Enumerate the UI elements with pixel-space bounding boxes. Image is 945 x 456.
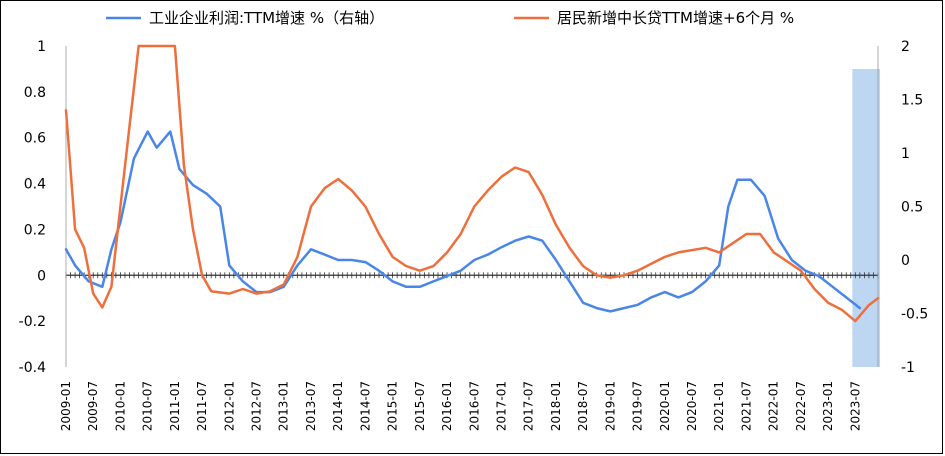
left-tick-label: -0.4 — [19, 360, 46, 376]
x-tick-label: 2013-01 — [277, 381, 291, 431]
left-tick-label: 0 — [37, 268, 46, 284]
right-tick-label: 2 — [901, 39, 910, 55]
x-tick-label: 2021-07 — [739, 381, 753, 431]
x-tick-label: 2022-01 — [767, 381, 781, 431]
x-tick-label: 2015-01 — [386, 381, 400, 431]
x-tick-label: 2017-01 — [494, 381, 508, 431]
left-tick-label: 0.2 — [24, 222, 46, 238]
x-tick-label: 2011-07 — [195, 381, 209, 431]
x-tick-label: 2017-07 — [522, 381, 536, 431]
x-tick-label: 2016-07 — [467, 381, 481, 431]
x-tick-label: 2019-07 — [631, 381, 645, 431]
series-line-2 — [64, 44, 880, 323]
x-tick-label: 2014-01 — [331, 381, 345, 431]
x-tick-label: 2023-07 — [848, 381, 862, 431]
x-tick-label: 2009-07 — [86, 381, 100, 431]
x-tick-label: 2018-01 — [549, 381, 563, 431]
left-axis-ticks: 1 0.8 0.6 0.4 0.2 0 -0.2 -0.4 — [19, 39, 46, 376]
right-tick-label: 0.5 — [901, 200, 923, 216]
x-tick-label: 2012-07 — [250, 381, 264, 431]
x-tick-label: 2011-01 — [168, 381, 182, 431]
series-lines — [64, 44, 880, 323]
x-axis-labels: 2009-01 2009-07 2010-01 2010-07 2011-01 2011-… — [59, 381, 862, 431]
right-tick-label: -1 — [901, 360, 915, 376]
left-tick-label: -0.2 — [19, 314, 46, 330]
right-tick-label: -0.5 — [901, 307, 928, 323]
left-tick-label: 0.6 — [24, 131, 46, 147]
legend-label-series2: 居民新增中长贷TTM增速+6个月 % — [557, 9, 794, 27]
x-tick-label: 2013-07 — [304, 381, 318, 431]
x-tick-label: 2010-01 — [113, 381, 127, 431]
x-tick-label: 2023-01 — [821, 381, 835, 431]
right-tick-label: 1.5 — [901, 93, 923, 109]
right-tick-label: 0 — [901, 253, 910, 269]
x-tick-label: 2015-07 — [413, 381, 427, 431]
legend-label-series1: 工业企业利润:TTM增速 %（右轴） — [149, 9, 384, 27]
x-tick-label: 2021-01 — [712, 381, 726, 431]
highlight-band — [852, 69, 880, 367]
x-tick-label: 2009-01 — [59, 381, 73, 431]
right-axis-ticks: 2 1.5 1 0.5 0 -0.5 -1 — [901, 39, 928, 376]
series-line-1 — [64, 130, 862, 313]
left-tick-label: 1 — [37, 39, 46, 55]
left-tick-label: 0.4 — [24, 177, 46, 193]
x-tick-label: 2012-01 — [222, 381, 236, 431]
x-tick-label: 2016-01 — [440, 381, 454, 431]
x-tick-label: 2018-07 — [576, 381, 590, 431]
x-tick-label: 2010-07 — [141, 381, 155, 431]
x-tick-label: 2020-07 — [685, 381, 699, 431]
x-tick-label: 2020-01 — [658, 381, 672, 431]
left-tick-label: 0.8 — [24, 85, 46, 101]
x-tick-label: 2022-07 — [794, 381, 808, 431]
legend: 工业企业利润:TTM增速 %（右轴） 居民新增中长贷TTM增速+6个月 % — [106, 9, 794, 27]
x-tick-label: 2019-01 — [603, 381, 617, 431]
x-tick-label: 2014-07 — [358, 381, 372, 431]
right-tick-label: 1 — [901, 146, 910, 162]
